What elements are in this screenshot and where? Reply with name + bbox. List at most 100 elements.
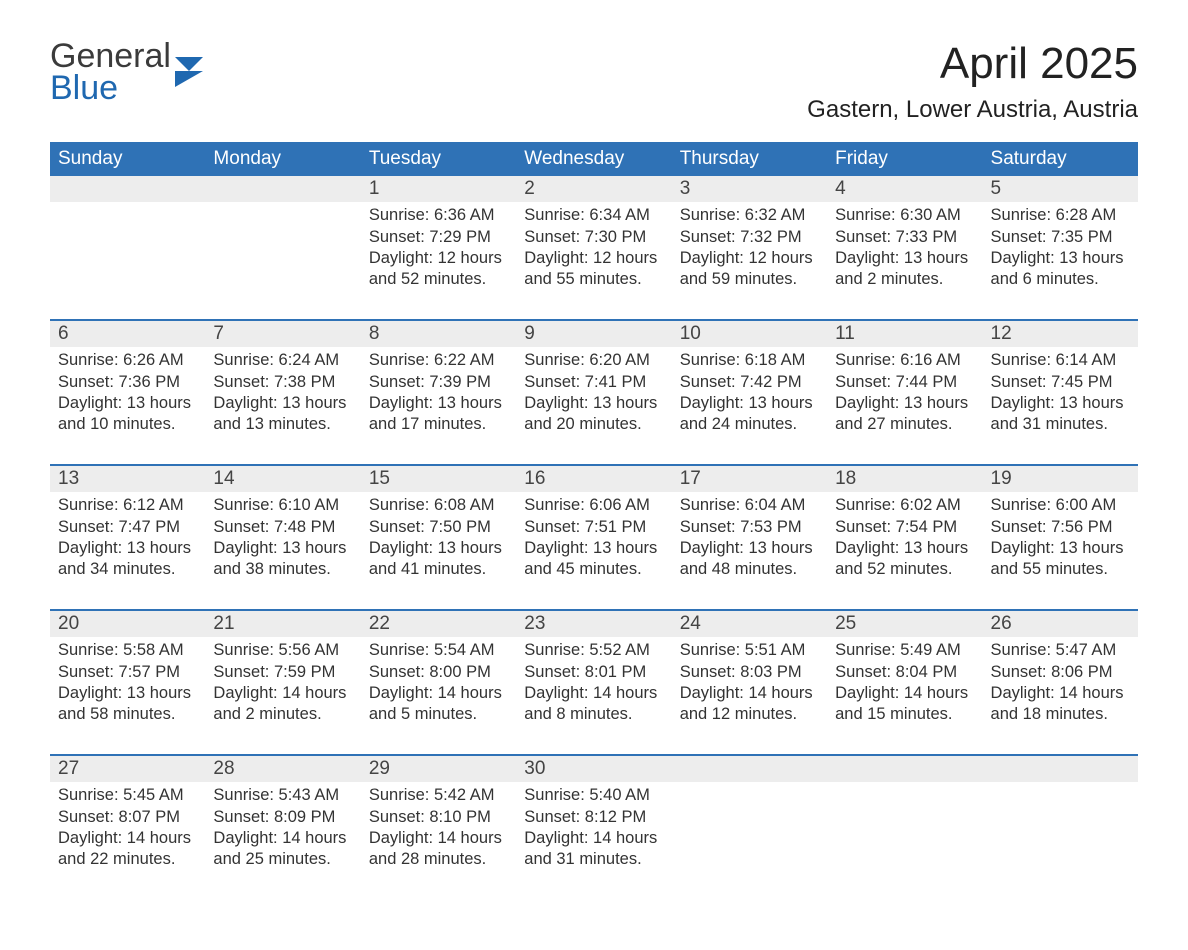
day-content-cell: Sunrise: 6:06 AMSunset: 7:51 PMDaylight:… [516,492,671,610]
sunrise-line: Sunrise: 6:14 AM [991,350,1130,371]
day-number-cell: 19 [983,465,1138,492]
sunset-line: Sunset: 8:03 PM [680,662,819,683]
day-content-cell: Sunrise: 5:49 AMSunset: 8:04 PMDaylight:… [827,637,982,755]
daylight-line: Daylight: 13 hours and 27 minutes. [835,393,974,435]
daylight-line: Daylight: 13 hours and 41 minutes. [369,538,508,580]
daylight-line: Daylight: 13 hours and 45 minutes. [524,538,663,580]
day-number-cell: 16 [516,465,671,492]
day-content-cell: Sunrise: 5:58 AMSunset: 7:57 PMDaylight:… [50,637,205,755]
day-content-cell: Sunrise: 6:00 AMSunset: 7:56 PMDaylight:… [983,492,1138,610]
daylight-line: Daylight: 14 hours and 12 minutes. [680,683,819,725]
daylight-line: Daylight: 14 hours and 8 minutes. [524,683,663,725]
sunset-line: Sunset: 7:54 PM [835,517,974,538]
day-content-cell [50,202,205,320]
sunrise-line: Sunrise: 5:51 AM [680,640,819,661]
sunset-line: Sunset: 7:44 PM [835,372,974,393]
daylight-line: Daylight: 14 hours and 22 minutes. [58,828,197,870]
day-content-cell: Sunrise: 6:34 AMSunset: 7:30 PMDaylight:… [516,202,671,320]
month-title: April 2025 [807,40,1138,88]
sunset-line: Sunset: 8:12 PM [524,807,663,828]
sunrise-line: Sunrise: 6:28 AM [991,205,1130,226]
day-content-row: Sunrise: 6:36 AMSunset: 7:29 PMDaylight:… [50,202,1138,320]
weekday-header: Monday [205,142,360,176]
sunset-line: Sunset: 7:33 PM [835,227,974,248]
location-subtitle: Gastern, Lower Austria, Austria [807,96,1138,124]
sunrise-line: Sunrise: 6:36 AM [369,205,508,226]
day-number-cell: 5 [983,176,1138,202]
day-number-row: 12345 [50,176,1138,202]
sunrise-line: Sunrise: 6:22 AM [369,350,508,371]
title-block: April 2025 Gastern, Lower Austria, Austr… [807,40,1138,124]
sunset-line: Sunset: 7:59 PM [213,662,352,683]
daylight-line: Daylight: 13 hours and 2 minutes. [835,248,974,290]
sunset-line: Sunset: 7:38 PM [213,372,352,393]
sunrise-line: Sunrise: 6:18 AM [680,350,819,371]
daylight-line: Daylight: 14 hours and 15 minutes. [835,683,974,725]
daylight-line: Daylight: 14 hours and 31 minutes. [524,828,663,870]
day-content-cell [205,202,360,320]
day-content-row: Sunrise: 5:58 AMSunset: 7:57 PMDaylight:… [50,637,1138,755]
day-number-cell: 15 [361,465,516,492]
day-number-cell: 17 [672,465,827,492]
sunrise-line: Sunrise: 5:49 AM [835,640,974,661]
day-number-cell [983,755,1138,782]
day-content-cell: Sunrise: 6:28 AMSunset: 7:35 PMDaylight:… [983,202,1138,320]
daylight-line: Daylight: 12 hours and 52 minutes. [369,248,508,290]
day-number-cell: 9 [516,320,671,347]
sunset-line: Sunset: 7:36 PM [58,372,197,393]
day-number-row: 6789101112 [50,320,1138,347]
day-number-row: 13141516171819 [50,465,1138,492]
sunset-line: Sunset: 7:50 PM [369,517,508,538]
day-content-cell: Sunrise: 5:47 AMSunset: 8:06 PMDaylight:… [983,637,1138,755]
flag-icon [175,57,219,93]
day-number-cell: 6 [50,320,205,347]
day-number-cell [672,755,827,782]
header-row: General Blue April 2025 Gastern, Lower A… [50,40,1138,124]
daylight-line: Daylight: 13 hours and 20 minutes. [524,393,663,435]
day-content-cell: Sunrise: 5:52 AMSunset: 8:01 PMDaylight:… [516,637,671,755]
day-number-cell: 1 [361,176,516,202]
weekday-header: Friday [827,142,982,176]
daylight-line: Daylight: 13 hours and 10 minutes. [58,393,197,435]
daylight-line: Daylight: 13 hours and 38 minutes. [213,538,352,580]
day-content-cell: Sunrise: 6:18 AMSunset: 7:42 PMDaylight:… [672,347,827,465]
sunrise-line: Sunrise: 6:00 AM [991,495,1130,516]
day-number-cell [205,176,360,202]
day-number-cell: 8 [361,320,516,347]
day-content-cell: Sunrise: 5:51 AMSunset: 8:03 PMDaylight:… [672,637,827,755]
sunset-line: Sunset: 8:07 PM [58,807,197,828]
day-content-cell: Sunrise: 6:30 AMSunset: 7:33 PMDaylight:… [827,202,982,320]
sunrise-line: Sunrise: 5:56 AM [213,640,352,661]
logo-line2: Blue [50,72,171,104]
weekday-row: Sunday Monday Tuesday Wednesday Thursday… [50,142,1138,176]
sunset-line: Sunset: 8:09 PM [213,807,352,828]
day-number-cell: 25 [827,610,982,637]
day-content-cell: Sunrise: 6:24 AMSunset: 7:38 PMDaylight:… [205,347,360,465]
sunset-line: Sunset: 7:39 PM [369,372,508,393]
daylight-line: Daylight: 13 hours and 52 minutes. [835,538,974,580]
day-number-cell: 4 [827,176,982,202]
sunset-line: Sunset: 7:53 PM [680,517,819,538]
day-content-cell: Sunrise: 6:12 AMSunset: 7:47 PMDaylight:… [50,492,205,610]
logo-line1: General [50,40,171,72]
day-content-row: Sunrise: 6:26 AMSunset: 7:36 PMDaylight:… [50,347,1138,465]
day-number-cell: 29 [361,755,516,782]
sunrise-line: Sunrise: 5:54 AM [369,640,508,661]
daylight-line: Daylight: 13 hours and 58 minutes. [58,683,197,725]
sunset-line: Sunset: 8:01 PM [524,662,663,683]
sunrise-line: Sunrise: 6:24 AM [213,350,352,371]
sunrise-line: Sunrise: 5:45 AM [58,785,197,806]
sunrise-line: Sunrise: 5:40 AM [524,785,663,806]
sunset-line: Sunset: 7:45 PM [991,372,1130,393]
sunset-line: Sunset: 8:10 PM [369,807,508,828]
sunset-line: Sunset: 7:47 PM [58,517,197,538]
day-content-cell: Sunrise: 6:36 AMSunset: 7:29 PMDaylight:… [361,202,516,320]
day-content-cell [983,782,1138,900]
daylight-line: Daylight: 13 hours and 24 minutes. [680,393,819,435]
day-number-row: 27282930 [50,755,1138,782]
daylight-line: Daylight: 14 hours and 25 minutes. [213,828,352,870]
daylight-line: Daylight: 13 hours and 34 minutes. [58,538,197,580]
sunrise-line: Sunrise: 6:06 AM [524,495,663,516]
sunrise-line: Sunrise: 5:43 AM [213,785,352,806]
sunset-line: Sunset: 7:57 PM [58,662,197,683]
